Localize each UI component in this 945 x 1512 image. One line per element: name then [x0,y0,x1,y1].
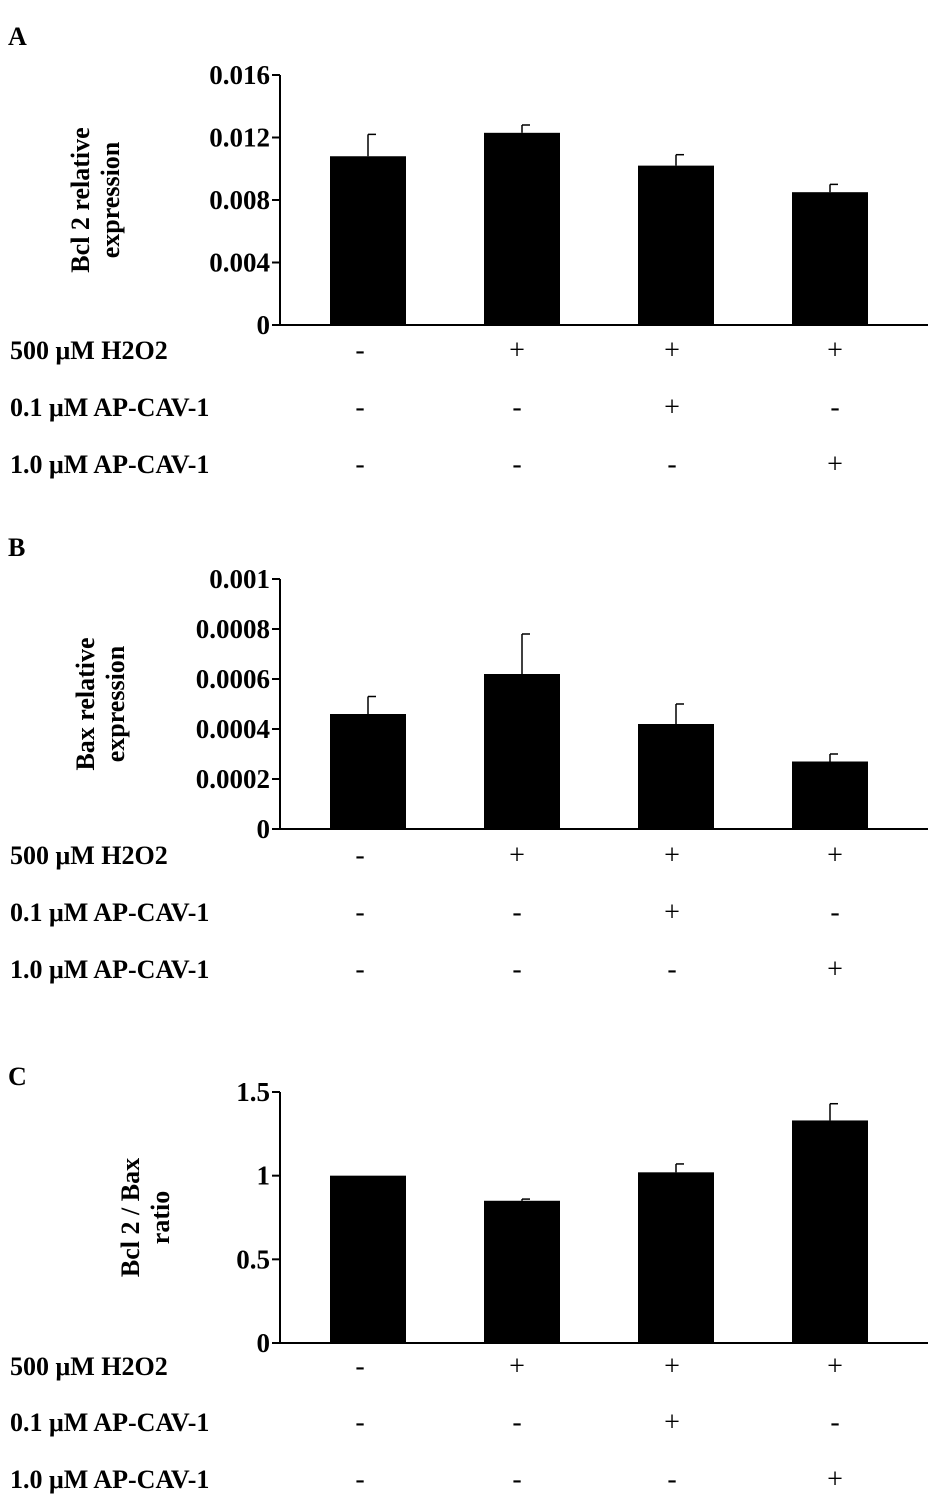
plus-sign: + [664,335,680,366]
minus-sign: - [355,1351,364,1382]
plus-sign: + [827,954,843,985]
minus-sign: - [667,1464,676,1495]
plus-sign: + [827,335,843,366]
y-tick-label: 0.008 [209,185,270,215]
minus-sign: - [355,335,364,366]
panel-a: A 0 0.004 0.008 0.012 0.016 Bcl 2 relative expr… [8,22,928,480]
bar [792,192,868,325]
plus-sign: + [827,1351,843,1382]
y-tick-label: 0.016 [209,60,270,90]
minus-sign: - [667,954,676,985]
y-axis-label-line: expression [96,141,125,258]
minus-sign: - [512,1464,521,1495]
y-tick-label: 0.001 [209,564,270,594]
y-tick-label: 1.5 [236,1077,270,1107]
y-tick-label: 0.0002 [196,764,270,794]
y-axis-label: Bcl 2 / Bax ratio [116,1158,175,1277]
minus-sign: - [830,392,839,423]
y-axis-label: Bcl 2 relative expression [66,127,125,272]
panel-letter: B [8,533,25,562]
y-tick-label: 0 [257,1328,271,1358]
condition-label: 500 μM H2O2 [10,841,168,870]
minus-sign: - [830,1407,839,1438]
plus-sign: + [664,1351,680,1382]
y-axis-label-line: Bcl 2 relative [66,127,95,272]
panel-letter: C [8,1062,27,1091]
bar [792,1120,868,1343]
panel-b: B 0 0.0002 0.0004 0.0006 0.0008 0.001 Bax relat… [8,533,928,985]
plus-sign: + [827,1464,843,1495]
plus-sign: + [509,335,525,366]
minus-sign: - [512,392,521,423]
condition-label: 0.1 μM AP-CAV-1 [10,393,209,422]
y-tick-label: 0.5 [236,1244,270,1274]
plus-sign: + [664,897,680,928]
minus-sign: - [355,1407,364,1438]
minus-sign: - [830,897,839,928]
y-tick-label: 0.0008 [196,614,270,644]
plus-sign: + [509,840,525,871]
condition-label: 1.0 μM AP-CAV-1 [10,955,209,984]
condition-label: 1.0 μM AP-CAV-1 [10,450,209,479]
minus-sign: - [667,449,676,480]
y-axis-label-line: Bcl 2 / Bax [116,1158,145,1277]
minus-sign: - [355,840,364,871]
y-axis-label-line: Bax relative [71,637,100,770]
bar [792,761,868,829]
minus-sign: - [355,449,364,480]
condition-label: 0.1 μM AP-CAV-1 [10,1408,209,1437]
y-tick-label: 0 [257,310,271,340]
minus-sign: - [512,449,521,480]
minus-sign: - [512,954,521,985]
bar [484,1200,560,1343]
panel-c: C 0 0.5 1 1.5 Bcl 2 / Bax ratio 500 μM H2O2 - + + +… [8,1062,928,1495]
minus-sign: - [512,897,521,928]
condition-label: 1.0 μM AP-CAV-1 [10,1465,209,1494]
bar [484,674,560,829]
condition-label: 500 μM H2O2 [10,336,168,365]
bar [638,1172,714,1343]
bar [638,165,714,325]
minus-sign: - [355,1464,364,1495]
bar [484,132,560,325]
minus-sign: - [355,897,364,928]
bar [330,714,406,829]
y-axis-label: Bax relative expression [71,637,130,770]
y-tick-label: 0.0004 [196,714,270,744]
y-axis-label-line: expression [101,645,130,762]
condition-label: 500 μM H2O2 [10,1352,168,1381]
plus-sign: + [827,840,843,871]
y-tick-label: 0.0006 [196,664,270,694]
y-tick-label: 0.004 [209,248,270,278]
condition-label: 0.1 μM AP-CAV-1 [10,898,209,927]
y-axis-label-line: ratio [146,1191,175,1244]
bar [638,724,714,829]
plus-sign: + [827,449,843,480]
bar [330,1175,406,1343]
plus-sign: + [664,1407,680,1438]
bar [330,156,406,325]
panel-letter: A [8,22,27,51]
plus-sign: + [664,392,680,423]
minus-sign: - [355,392,364,423]
y-tick-label: 1 [257,1161,271,1191]
plus-sign: + [664,840,680,871]
y-tick-label: 0.012 [209,123,270,153]
minus-sign: - [512,1407,521,1438]
plus-sign: + [509,1351,525,1382]
y-tick-label: 0 [257,814,271,844]
minus-sign: - [355,954,364,985]
